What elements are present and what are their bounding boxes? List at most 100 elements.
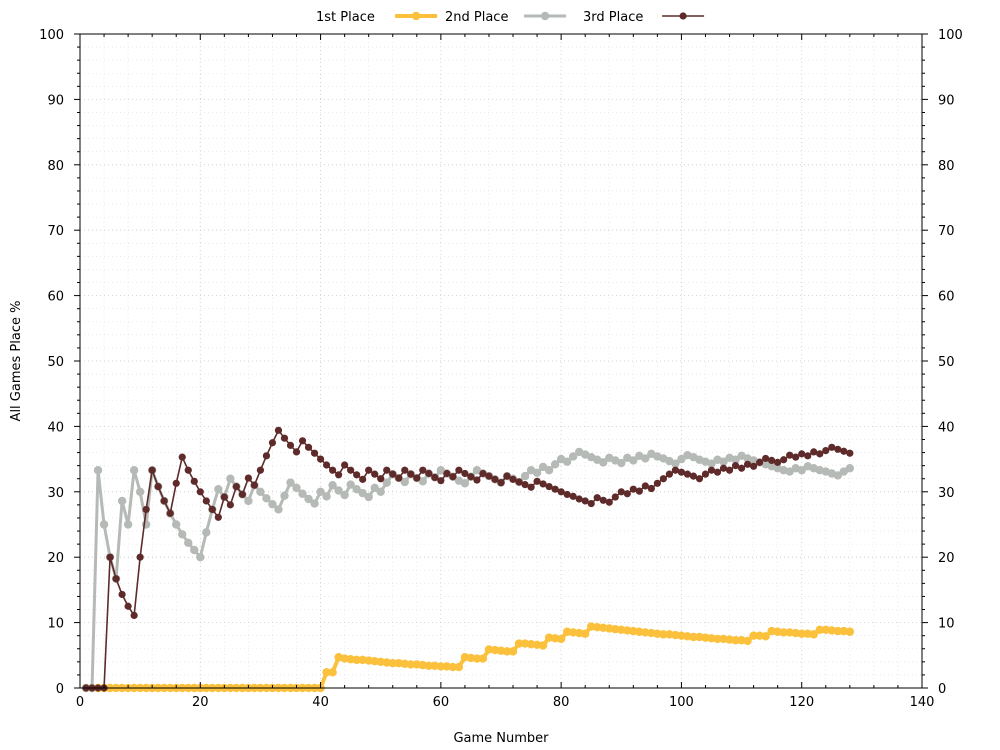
data-point-3rd-place [743, 460, 752, 468]
data-point-2nd-place [719, 457, 728, 466]
data-point-2nd-place [671, 459, 680, 468]
data-point-3rd-place [335, 471, 343, 479]
data-point-3rd-place [762, 454, 770, 463]
series-1st-place [81, 622, 855, 693]
data-point-2nd-place [833, 471, 842, 480]
legend-label: 1st Place [316, 10, 375, 25]
data-point-3rd-place [647, 484, 655, 493]
legend-label: 3rd Place [583, 10, 643, 25]
data-point-2nd-place [286, 478, 295, 487]
x-tick-label: 0 [76, 695, 84, 710]
data-point-2nd-place [226, 474, 235, 483]
data-point-3rd-place [737, 464, 746, 472]
data-point-1st-place [472, 654, 482, 663]
data-point-3rd-place [611, 493, 619, 501]
data-point-1st-place [502, 647, 512, 656]
data-point-2nd-place [568, 452, 578, 461]
data-point-3rd-place [635, 487, 643, 495]
data-point-3rd-place [605, 498, 613, 506]
data-point-2nd-place [550, 460, 560, 469]
data-point-2nd-place [280, 491, 289, 500]
data-point-3rd-place [786, 451, 794, 459]
data-point-3rd-place [828, 443, 836, 451]
y2-tick-label: 60 [938, 290, 955, 305]
data-point-3rd-place [214, 513, 222, 521]
y-tick-label: 90 [47, 93, 64, 108]
data-point-1st-place [833, 626, 842, 636]
data-point-3rd-place [695, 475, 704, 483]
data-point-1st-place [406, 660, 415, 669]
data-point-3rd-place [774, 458, 782, 466]
data-point-2nd-place [310, 499, 319, 508]
data-point-3rd-place [178, 453, 186, 461]
series-3rd-place [82, 426, 854, 692]
data-point-3rd-place [322, 461, 331, 469]
data-point-3rd-place [286, 441, 295, 449]
data-point-3rd-place [250, 481, 259, 489]
data-point-3rd-place [130, 611, 138, 620]
data-point-2nd-place [731, 455, 740, 464]
data-point-1st-place [743, 636, 752, 646]
data-point-2nd-place [328, 481, 337, 490]
y2-tick-label: 90 [938, 93, 955, 108]
data-point-3rd-place [160, 497, 168, 505]
data-point-3rd-place [840, 447, 848, 455]
data-point-3rd-place [623, 490, 631, 498]
data-point-2nd-place [202, 528, 211, 537]
data-point-2nd-place [532, 468, 542, 478]
legend: 1st Place 2nd Place 3rd Place [316, 10, 705, 25]
data-point-2nd-place [184, 538, 193, 548]
data-point-1st-place [388, 658, 397, 668]
data-point-2nd-place [382, 478, 391, 487]
data-point-3rd-place [713, 468, 722, 476]
data-point-3rd-place [419, 466, 427, 474]
data-point-3rd-place [798, 450, 806, 458]
data-point-3rd-place [653, 479, 661, 487]
grid [79, 33, 923, 689]
data-point-3rd-place [792, 453, 800, 461]
data-point-3rd-place [184, 466, 192, 474]
data-point-3rd-place [443, 469, 451, 478]
data-point-1st-place [424, 661, 434, 670]
y2-tick-label: 30 [938, 486, 955, 501]
data-point-3rd-place [768, 456, 776, 465]
data-point-3rd-place [124, 602, 132, 610]
data-point-1st-place [556, 634, 566, 644]
data-point-3rd-place [731, 462, 740, 470]
data-point-3rd-place [467, 473, 475, 481]
data-point-3rd-place [353, 471, 361, 479]
x-tick-label: 40 [312, 695, 329, 710]
x-tick-label: 80 [553, 695, 570, 710]
data-point-3rd-place [310, 449, 319, 457]
data-point-2nd-place [274, 505, 283, 514]
data-point-3rd-place [780, 456, 788, 464]
data-point-3rd-place [377, 475, 385, 483]
data-point-1st-place [581, 629, 590, 638]
data-point-1st-place [508, 647, 518, 656]
y2-tick-label: 80 [938, 159, 955, 174]
data-point-3rd-place [587, 499, 595, 508]
data-point-3rd-place [268, 439, 277, 447]
legend-item-3rd-place: 3rd Place [583, 10, 705, 25]
data-point-3rd-place [455, 466, 463, 474]
data-point-2nd-place [400, 477, 409, 487]
data-point-2nd-place [641, 454, 650, 463]
data-point-2nd-place [256, 487, 265, 496]
data-point-3rd-place [365, 466, 373, 474]
data-point-2nd-place [544, 466, 554, 475]
data-point-3rd-place [671, 466, 680, 474]
data-point-2nd-place [322, 492, 331, 501]
data-point-2nd-place [304, 494, 313, 504]
data-point-3rd-place [527, 483, 535, 491]
data-point-2nd-place [93, 466, 103, 475]
data-point-2nd-place [358, 488, 367, 498]
data-point-1st-place [689, 632, 698, 642]
data-point-1st-place [761, 632, 770, 641]
data-point-2nd-place [292, 483, 301, 493]
data-point-3rd-place [437, 477, 445, 485]
data-point-2nd-place [244, 496, 253, 506]
y-tick-label: 70 [47, 224, 64, 239]
data-point-3rd-place [202, 497, 210, 505]
data-point-3rd-place [142, 505, 150, 514]
